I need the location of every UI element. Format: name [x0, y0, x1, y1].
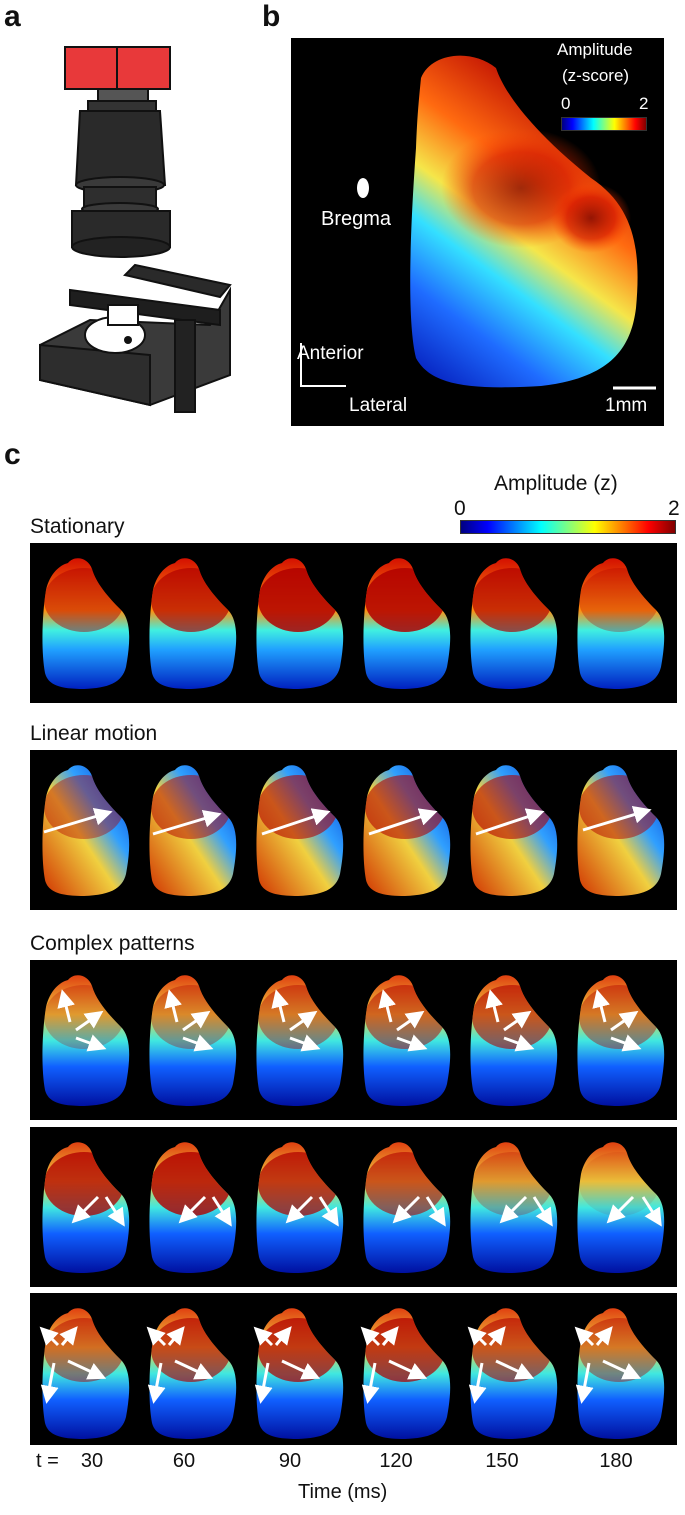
cortex-frame-2 — [143, 762, 238, 897]
row-label-stationary: Stationary — [30, 515, 125, 538]
time-label-180: 180 — [599, 1450, 633, 1472]
cortex-frame-5 — [464, 762, 559, 897]
cortex-frame-5 — [464, 1139, 559, 1274]
cortex-frame-1 — [36, 1305, 131, 1440]
cortex-frame-3 — [250, 1139, 345, 1274]
cortex-frame-2 — [143, 1139, 238, 1274]
time-label-90: 90 — [278, 1450, 302, 1472]
colorbar-title-c: Amplitude (z) — [494, 472, 618, 495]
time-prefix-label: t = — [36, 1450, 65, 1472]
panel-c-letter: c — [4, 438, 21, 471]
cortex-frame-6 — [571, 555, 666, 690]
time-axis-label: Time (ms) — [298, 1481, 388, 1503]
cortex-frame-1 — [36, 972, 131, 1107]
row-label-complex-patterns: Complex patterns — [30, 932, 195, 955]
cortex-frame-4 — [357, 972, 452, 1107]
cortex-frame-4 — [357, 1305, 452, 1440]
cortex-frame-5 — [464, 972, 559, 1107]
cortex-frame-4 — [357, 1139, 452, 1274]
time-label-30: 30 — [80, 1450, 104, 1472]
colorbar-title-b: Amplitude — [557, 40, 633, 59]
scalebar-label: 1mm — [605, 395, 648, 416]
strip-stationary — [30, 543, 677, 703]
cortex-frame-2 — [143, 1305, 238, 1440]
bregma-marker — [357, 178, 369, 198]
colorbar-min-c: 0 — [454, 497, 466, 520]
axis-lateral-label: Lateral — [349, 395, 408, 416]
cortex-frame-4 — [357, 555, 452, 690]
bregma-label: Bregma — [321, 208, 392, 230]
row-label-linear-motion: Linear motion — [30, 722, 158, 745]
strip-complex-1 — [30, 960, 677, 1120]
cortex-frame-1 — [36, 555, 131, 690]
microscope-setup-illustration — [39, 46, 232, 413]
orientation-axes — [300, 343, 346, 387]
cortex-frame-6 — [571, 972, 666, 1107]
panel-a-letter: a — [4, 0, 21, 33]
cortex-amplitude-map: Amplitude (z-score) 0 2 Bregma Anterior … — [291, 38, 664, 426]
colorbar-max-c: 2 — [668, 497, 680, 520]
cortex-frame-1 — [36, 762, 131, 897]
time-label-120: 120 — [379, 1450, 413, 1472]
time-label-150: 150 — [485, 1450, 519, 1472]
colorbar-c — [460, 520, 676, 534]
strip-linear-motion — [30, 750, 677, 910]
cortex-frame-3 — [250, 972, 345, 1107]
colorbar-b — [561, 117, 647, 131]
colorbar-max-b: 2 — [639, 94, 649, 113]
cortex-frame-6 — [571, 1139, 666, 1274]
panel-b-letter: b — [262, 0, 281, 33]
cortex-frame-1 — [36, 1139, 131, 1274]
colorbar-subtitle-b: (z-score) — [562, 66, 630, 85]
cortex-frame-6 — [571, 762, 666, 897]
cortex-frame-3 — [250, 1305, 345, 1440]
cortex-frame-2 — [143, 555, 238, 690]
camera-housing — [64, 46, 171, 90]
colorbar-min-b: 0 — [561, 94, 571, 113]
head-fixation-stage — [39, 263, 232, 413]
cortex-frame-5 — [464, 1305, 559, 1440]
cortex-frame-6 — [571, 1305, 666, 1440]
cortex-frame-5 — [464, 555, 559, 690]
cortex-frame-2 — [143, 972, 238, 1107]
time-label-60: 60 — [172, 1450, 196, 1472]
axis-anterior-label: Anterior — [297, 343, 364, 364]
cortex-frame-3 — [250, 555, 345, 690]
strip-complex-2 — [30, 1127, 677, 1287]
cortex-frame-4 — [357, 762, 452, 897]
cortex-frame-3 — [250, 762, 345, 897]
strip-complex-3 — [30, 1293, 677, 1445]
